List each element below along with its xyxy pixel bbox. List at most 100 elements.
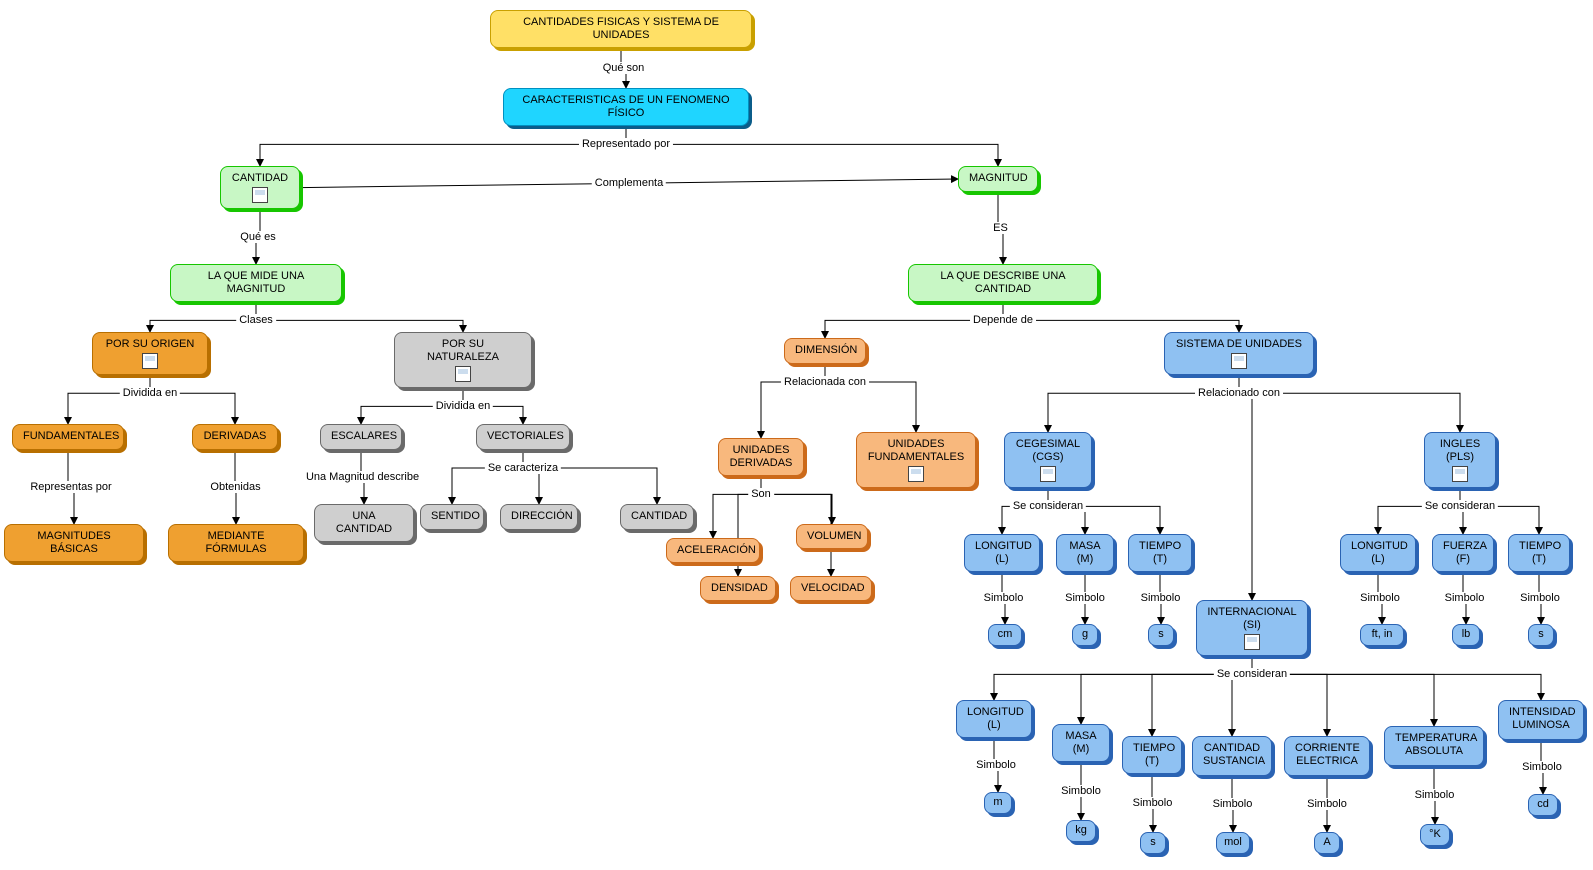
node-si_K: °K	[1420, 824, 1450, 846]
node-si_T: TIEMPO (T)	[1122, 736, 1182, 774]
node-label: s	[1158, 628, 1164, 640]
node-label: CANTIDAD SUSTANCIA	[1203, 742, 1265, 767]
edge-label: Simbolo	[1062, 592, 1108, 604]
node-label: TIEMPO (T)	[1139, 540, 1181, 565]
edge-label: Complementa	[592, 177, 666, 189]
attachment-icon	[455, 366, 471, 382]
node-label: ft, in	[1372, 628, 1393, 640]
node-si: INTERNACIONAL (SI)	[1196, 600, 1308, 656]
node-label: DIRECCIÓN	[511, 510, 573, 522]
edge-label: Se consideran	[1422, 500, 1498, 512]
node-label: g	[1082, 628, 1088, 640]
node-label: FUERZA (F)	[1443, 540, 1487, 565]
edge-label: Obtenidas	[207, 481, 263, 493]
node-label: POR SU NATURALEZA	[427, 338, 499, 363]
node-vect: VECTORIALES	[476, 424, 570, 450]
node-si_L: LONGITUD (L)	[956, 700, 1032, 738]
node-label: SISTEMA DE UNIDADES	[1176, 338, 1302, 350]
node-cgs_L: LONGITUD (L)	[964, 534, 1040, 572]
edge-label: Representado por	[579, 138, 673, 150]
node-si_M: MASA (M)	[1052, 724, 1110, 762]
edge-label: Se caracteriza	[485, 462, 561, 474]
node-label: POR SU ORIGEN	[106, 338, 195, 350]
node-cgs_s: s	[1148, 624, 1174, 646]
edge-label: Simbolo	[1058, 785, 1104, 797]
node-label: UNIDADES FUNDAMENTALES	[868, 438, 964, 463]
node-si_CE: CORRIENTE ELECTRICA	[1284, 736, 1370, 776]
edge-label: Se consideran	[1010, 500, 1086, 512]
node-describe: LA QUE DESCRIBE UNA CANTIDAD	[908, 264, 1098, 302]
node-si_m: m	[984, 792, 1012, 814]
node-cantidad: CANTIDAD	[220, 166, 300, 209]
node-label: cm	[998, 628, 1013, 640]
node-label: INTENSIDAD LUMINOSA	[1509, 706, 1576, 731]
node-label: LA QUE MIDE UNA MAGNITUD	[208, 270, 305, 295]
node-origen: POR SU ORIGEN	[92, 332, 208, 375]
node-medfor: MEDIANTE FÓRMULAS	[168, 524, 304, 562]
node-si_s: s	[1140, 832, 1166, 854]
edge-label: Simbolo	[1357, 592, 1403, 604]
node-label: INTERNACIONAL (SI)	[1207, 606, 1296, 631]
edge-label: ES	[990, 222, 1011, 234]
node-dimension: DIMENSIÓN	[784, 338, 866, 364]
node-label: CANTIDAD	[232, 172, 288, 184]
edge-label: Qué son	[600, 62, 648, 74]
node-label: MASA (M)	[1069, 540, 1100, 565]
edge-label: Simbolo	[1130, 797, 1176, 809]
edge-label: Simbolo	[1412, 789, 1458, 801]
node-cgs: CEGESIMAL (CGS)	[1004, 432, 1092, 488]
node-label: s	[1538, 628, 1544, 640]
node-ing_L: LONGITUD (L)	[1340, 534, 1416, 572]
edge-label: Dividida en	[120, 387, 180, 399]
node-natur: POR SU NATURALEZA	[394, 332, 532, 388]
node-cantv: CANTIDAD	[620, 504, 694, 530]
edge-label: Se consideran	[1214, 668, 1290, 680]
node-si_cd: cd	[1528, 794, 1558, 816]
edge-label: Simbolo	[981, 592, 1027, 604]
node-label: FUNDAMENTALES	[23, 430, 119, 442]
node-cgs_T: TIEMPO (T)	[1128, 534, 1192, 572]
attachment-icon	[142, 353, 158, 369]
node-si_TA: TEMPERATURA ABSOLUTA	[1384, 726, 1484, 766]
attachment-icon	[1244, 634, 1260, 650]
node-label: DENSIDAD	[711, 582, 768, 594]
node-label: VELOCIDAD	[801, 582, 865, 594]
node-ufund: UNIDADES FUNDAMENTALES	[856, 432, 976, 488]
node-mide: LA QUE MIDE UNA MAGNITUD	[170, 264, 342, 302]
node-label: MAGNITUD	[969, 172, 1028, 184]
node-label: INGLES (PLS)	[1440, 438, 1480, 463]
attachment-icon	[908, 466, 924, 482]
node-label: TIEMPO (T)	[1519, 540, 1561, 565]
node-ing_F: FUERZA (F)	[1432, 534, 1494, 572]
node-direccion: DIRECCIÓN	[500, 504, 578, 530]
node-label: kg	[1075, 824, 1087, 836]
node-ing_T: TIEMPO (T)	[1508, 534, 1570, 572]
edge-label: Simbolo	[1138, 592, 1184, 604]
node-label: ESCALARES	[331, 430, 397, 442]
attachment-icon	[1231, 353, 1247, 369]
node-label: m	[993, 796, 1002, 808]
node-label: s	[1150, 836, 1156, 848]
node-label: LONGITUD (L)	[975, 540, 1032, 565]
node-si_CS: CANTIDAD SUSTANCIA	[1192, 736, 1272, 776]
node-label: UNA CANTIDAD	[336, 510, 392, 535]
node-label: LONGITUD (L)	[967, 706, 1024, 731]
attachment-icon	[252, 187, 268, 203]
node-si_IL: INTENSIDAD LUMINOSA	[1498, 700, 1584, 740]
node-sisuni: SISTEMA DE UNIDADES	[1164, 332, 1314, 375]
node-si_A: A	[1314, 832, 1340, 854]
node-label: UNIDADES DERIVADAS	[730, 444, 793, 469]
node-label: DERIVADAS	[204, 430, 267, 442]
node-deriv: DERIVADAS	[192, 424, 278, 450]
edge-label: Son	[748, 488, 774, 500]
node-label: cd	[1537, 798, 1549, 810]
edge-label: Depende de	[970, 314, 1036, 326]
edge-label: Relacionado con	[1195, 387, 1283, 399]
node-cgs_M: MASA (M)	[1056, 534, 1114, 572]
edge-label: Relacionada con	[781, 376, 869, 388]
node-label: LONGITUD (L)	[1351, 540, 1408, 565]
node-label: mol	[1224, 836, 1242, 848]
node-fund: FUNDAMENTALES	[12, 424, 124, 450]
node-label: CEGESIMAL (CGS)	[1016, 438, 1080, 463]
node-magnitud: MAGNITUD	[958, 166, 1038, 192]
